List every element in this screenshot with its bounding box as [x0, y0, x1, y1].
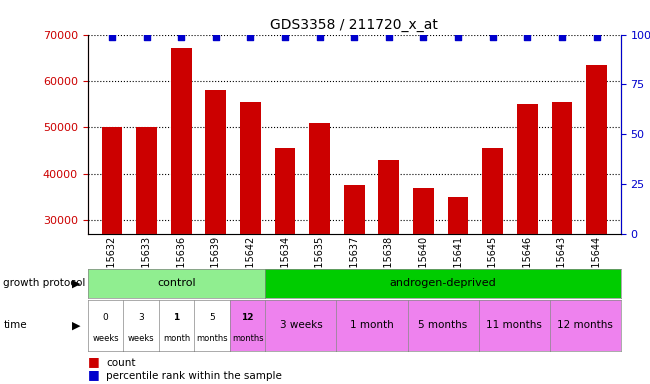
Text: control: control: [157, 278, 196, 288]
Bar: [171, 48, 192, 360]
Text: 12 months: 12 months: [557, 320, 613, 331]
Point: [245, 33, 255, 40]
Point: [592, 33, 602, 40]
Text: 1 month: 1 month: [350, 320, 394, 331]
Bar: [275, 148, 295, 360]
Point: [418, 33, 428, 40]
Point: [522, 33, 532, 40]
Text: ▶: ▶: [72, 320, 81, 331]
Bar: [482, 148, 503, 360]
Text: ■: ■: [88, 368, 99, 381]
Text: ▶: ▶: [72, 278, 81, 288]
Text: 0: 0: [103, 313, 109, 322]
Text: weeks: weeks: [128, 334, 154, 343]
Point: [280, 33, 291, 40]
Bar: [552, 102, 572, 360]
Point: [556, 33, 567, 40]
Text: growth protocol: growth protocol: [3, 278, 86, 288]
Bar: [309, 123, 330, 360]
Text: 3 weeks: 3 weeks: [280, 320, 322, 331]
Text: 12: 12: [241, 313, 254, 322]
Text: month: month: [163, 334, 190, 343]
Point: [107, 33, 117, 40]
Bar: [136, 127, 157, 360]
Text: 5 months: 5 months: [419, 320, 468, 331]
Point: [453, 33, 463, 40]
Bar: [448, 197, 469, 360]
Point: [142, 33, 152, 40]
Text: weeks: weeks: [92, 334, 119, 343]
Text: ■: ■: [88, 355, 99, 368]
Point: [211, 33, 221, 40]
Bar: [240, 102, 261, 360]
Text: percentile rank within the sample: percentile rank within the sample: [106, 371, 282, 381]
Point: [384, 33, 394, 40]
Bar: [101, 127, 122, 360]
Bar: [205, 90, 226, 360]
Text: 3: 3: [138, 313, 144, 322]
Text: months: months: [196, 334, 228, 343]
Point: [315, 33, 325, 40]
Text: time: time: [3, 320, 27, 331]
Text: 11 months: 11 months: [486, 320, 542, 331]
Bar: [586, 65, 607, 360]
Bar: [344, 185, 365, 360]
Bar: [378, 160, 399, 360]
Text: androgen-deprived: androgen-deprived: [390, 278, 497, 288]
Point: [176, 33, 187, 40]
Title: GDS3358 / 211720_x_at: GDS3358 / 211720_x_at: [270, 18, 438, 32]
Bar: [517, 104, 538, 360]
Text: count: count: [106, 358, 135, 368]
Point: [488, 33, 498, 40]
Text: 1: 1: [174, 313, 179, 322]
Text: months: months: [232, 334, 263, 343]
Text: 5: 5: [209, 313, 215, 322]
Bar: [413, 188, 434, 360]
Point: [349, 33, 359, 40]
